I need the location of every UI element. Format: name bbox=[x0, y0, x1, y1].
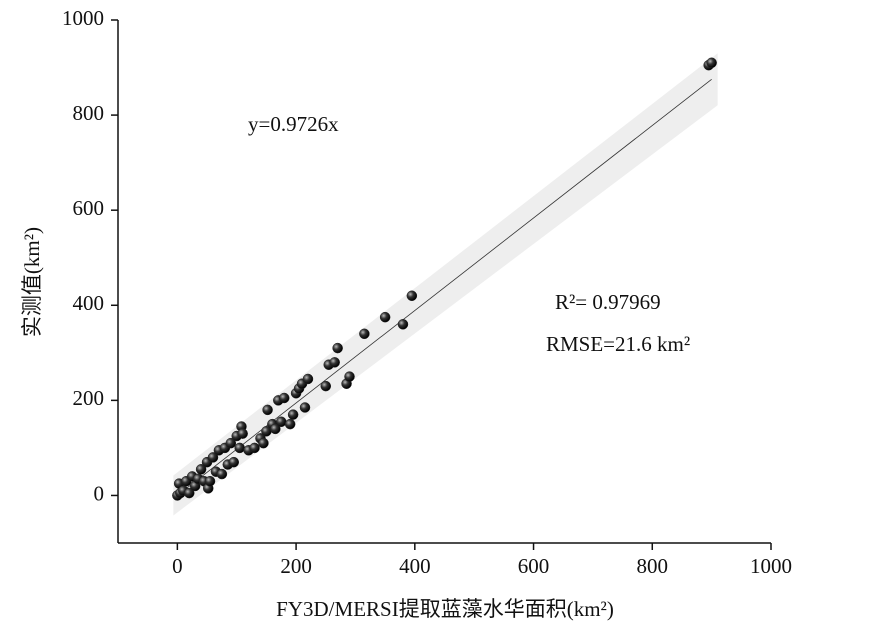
y-tick-label: 1000 bbox=[62, 6, 104, 30]
point bbox=[270, 423, 281, 435]
point bbox=[379, 311, 391, 323]
x-tick-label: 800 bbox=[637, 554, 669, 578]
x-tick-label: 0 bbox=[172, 554, 183, 578]
y-axis-label: 实测值(km²) bbox=[20, 227, 44, 337]
rmse: RMSE=21.6 km² bbox=[546, 332, 690, 356]
equation: y=0.9726x bbox=[248, 112, 339, 136]
point bbox=[406, 290, 418, 302]
r-squared: R²= 0.97969 bbox=[555, 290, 661, 314]
x-tick-label: 600 bbox=[518, 554, 550, 578]
point bbox=[359, 328, 370, 340]
point bbox=[344, 371, 355, 382]
x-tick-label: 400 bbox=[399, 554, 431, 578]
point bbox=[302, 373, 314, 385]
point bbox=[320, 380, 332, 392]
x-tick-label: 1000 bbox=[750, 554, 792, 578]
point bbox=[276, 416, 287, 428]
y-tick-label: 200 bbox=[73, 386, 105, 410]
point bbox=[234, 442, 245, 454]
point bbox=[258, 437, 269, 449]
point bbox=[195, 464, 207, 475]
point bbox=[183, 487, 195, 499]
point bbox=[204, 475, 216, 487]
y-tick-label: 800 bbox=[73, 101, 105, 125]
fit-line bbox=[177, 78, 712, 496]
point bbox=[299, 402, 311, 413]
y-tick-label: 600 bbox=[73, 196, 105, 220]
point bbox=[284, 418, 296, 430]
point bbox=[287, 409, 299, 420]
point bbox=[278, 392, 290, 404]
point bbox=[237, 428, 248, 439]
x-axis-label: FY3D/MERSI提取蓝藻水华面积(km²) bbox=[276, 597, 614, 621]
point bbox=[706, 57, 717, 69]
point bbox=[225, 437, 237, 449]
confidence-band bbox=[173, 53, 718, 516]
point bbox=[249, 442, 260, 454]
point bbox=[228, 456, 240, 468]
point bbox=[216, 468, 228, 480]
point bbox=[397, 319, 409, 330]
y-tick-label: 400 bbox=[73, 291, 105, 315]
point bbox=[207, 452, 219, 463]
y-tick-label: 0 bbox=[94, 481, 105, 505]
point bbox=[332, 342, 343, 354]
point bbox=[329, 357, 340, 368]
point bbox=[262, 404, 273, 416]
x-tick-label: 200 bbox=[280, 554, 312, 578]
